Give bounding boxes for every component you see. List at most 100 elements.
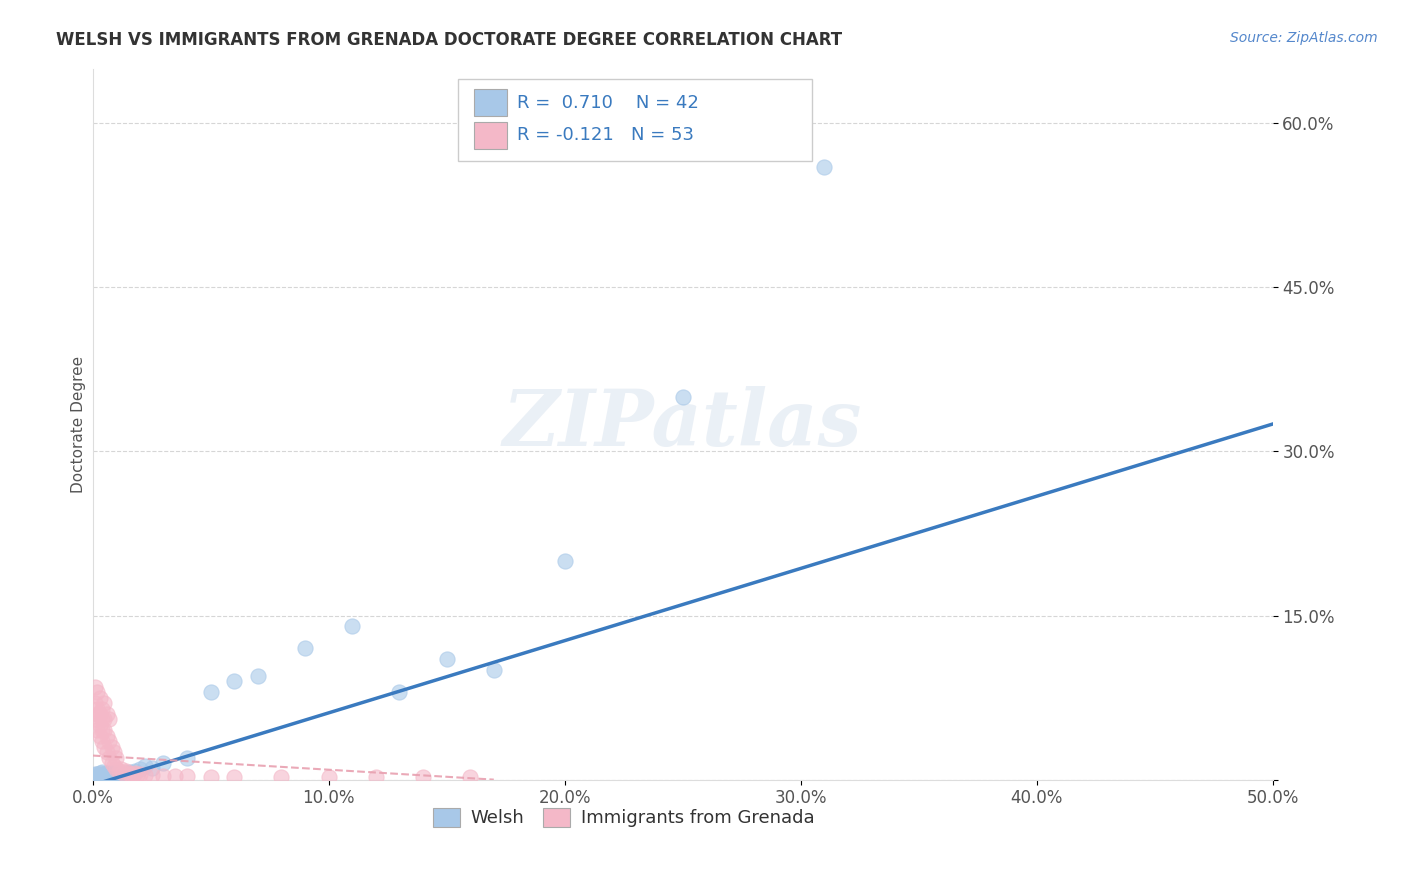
Point xyxy=(107,767,129,781)
Point xyxy=(93,768,115,782)
Point xyxy=(246,668,269,682)
Point xyxy=(86,685,108,699)
Point xyxy=(84,713,107,727)
Point xyxy=(103,745,125,759)
Point xyxy=(124,766,146,780)
Text: R = -0.121   N = 53: R = -0.121 N = 53 xyxy=(517,127,695,145)
Point xyxy=(112,767,135,781)
Point xyxy=(84,767,107,781)
Point xyxy=(91,713,114,727)
Point xyxy=(200,771,222,785)
Point xyxy=(110,762,132,776)
Point xyxy=(134,759,156,773)
Point xyxy=(93,723,115,738)
Point xyxy=(128,767,150,781)
Point xyxy=(96,769,118,783)
Point xyxy=(91,734,114,748)
Point xyxy=(93,696,115,710)
Point xyxy=(89,768,111,782)
Point xyxy=(482,663,505,677)
Point xyxy=(84,696,107,710)
Point xyxy=(86,767,108,781)
Legend: Welsh, Immigrants from Grenada: Welsh, Immigrants from Grenada xyxy=(426,801,821,835)
Point xyxy=(84,680,107,694)
Point xyxy=(107,764,129,778)
Point xyxy=(114,766,136,780)
Point xyxy=(270,771,292,785)
Text: WELSH VS IMMIGRANTS FROM GRENADA DOCTORATE DEGREE CORRELATION CHART: WELSH VS IMMIGRANTS FROM GRENADA DOCTORA… xyxy=(56,31,842,49)
Point xyxy=(554,554,576,568)
Text: R =  0.710    N = 42: R = 0.710 N = 42 xyxy=(517,94,699,112)
Point xyxy=(127,768,149,782)
Point xyxy=(96,745,118,759)
Point xyxy=(165,769,187,783)
Point xyxy=(103,759,125,773)
Point xyxy=(91,701,114,715)
Point xyxy=(200,685,222,699)
Point xyxy=(121,767,143,781)
Point xyxy=(98,713,121,727)
Point xyxy=(436,652,458,666)
Point xyxy=(100,756,122,771)
Point xyxy=(96,706,118,721)
Point xyxy=(121,767,143,781)
Point xyxy=(114,764,136,778)
Point xyxy=(96,766,118,780)
Point xyxy=(100,769,122,783)
Point xyxy=(86,769,108,783)
Point xyxy=(224,771,246,785)
Point xyxy=(364,771,387,785)
Point xyxy=(100,766,122,780)
Point xyxy=(98,750,121,764)
Point xyxy=(100,739,122,754)
Point xyxy=(105,768,128,782)
Point xyxy=(105,766,128,780)
Point xyxy=(89,718,111,732)
FancyBboxPatch shape xyxy=(458,79,813,161)
Point xyxy=(152,756,174,771)
Point xyxy=(105,762,128,776)
FancyBboxPatch shape xyxy=(474,122,506,149)
Point xyxy=(86,701,108,715)
Point xyxy=(224,674,246,689)
FancyBboxPatch shape xyxy=(474,89,506,116)
Point xyxy=(103,768,125,782)
Point xyxy=(458,771,481,785)
Point xyxy=(117,767,139,781)
Point xyxy=(93,739,115,754)
Point xyxy=(152,769,174,783)
Point xyxy=(294,641,316,656)
Point xyxy=(671,390,693,404)
Point xyxy=(105,750,128,764)
Point xyxy=(98,734,121,748)
Point xyxy=(134,768,156,782)
Point xyxy=(128,762,150,776)
Point xyxy=(342,619,364,633)
Point xyxy=(91,723,114,738)
Point xyxy=(93,713,115,727)
Point xyxy=(93,767,115,781)
Point xyxy=(141,768,163,782)
Point xyxy=(176,750,198,764)
Point xyxy=(98,768,121,782)
Point xyxy=(89,690,111,705)
Point xyxy=(112,766,135,780)
Point xyxy=(91,769,114,783)
Point xyxy=(412,771,434,785)
Point xyxy=(91,764,114,779)
Point xyxy=(813,160,835,174)
Point xyxy=(176,769,198,783)
Point xyxy=(318,771,340,785)
Point xyxy=(89,706,111,721)
Point xyxy=(89,729,111,743)
Point xyxy=(98,767,121,781)
Text: ZIPatlas: ZIPatlas xyxy=(503,386,862,462)
Point xyxy=(89,766,111,780)
Point xyxy=(120,764,142,779)
Point xyxy=(117,766,139,780)
Point xyxy=(388,685,411,699)
Point xyxy=(124,764,146,778)
Point xyxy=(141,761,163,775)
Text: Source: ZipAtlas.com: Source: ZipAtlas.com xyxy=(1230,31,1378,45)
Point xyxy=(96,729,118,743)
